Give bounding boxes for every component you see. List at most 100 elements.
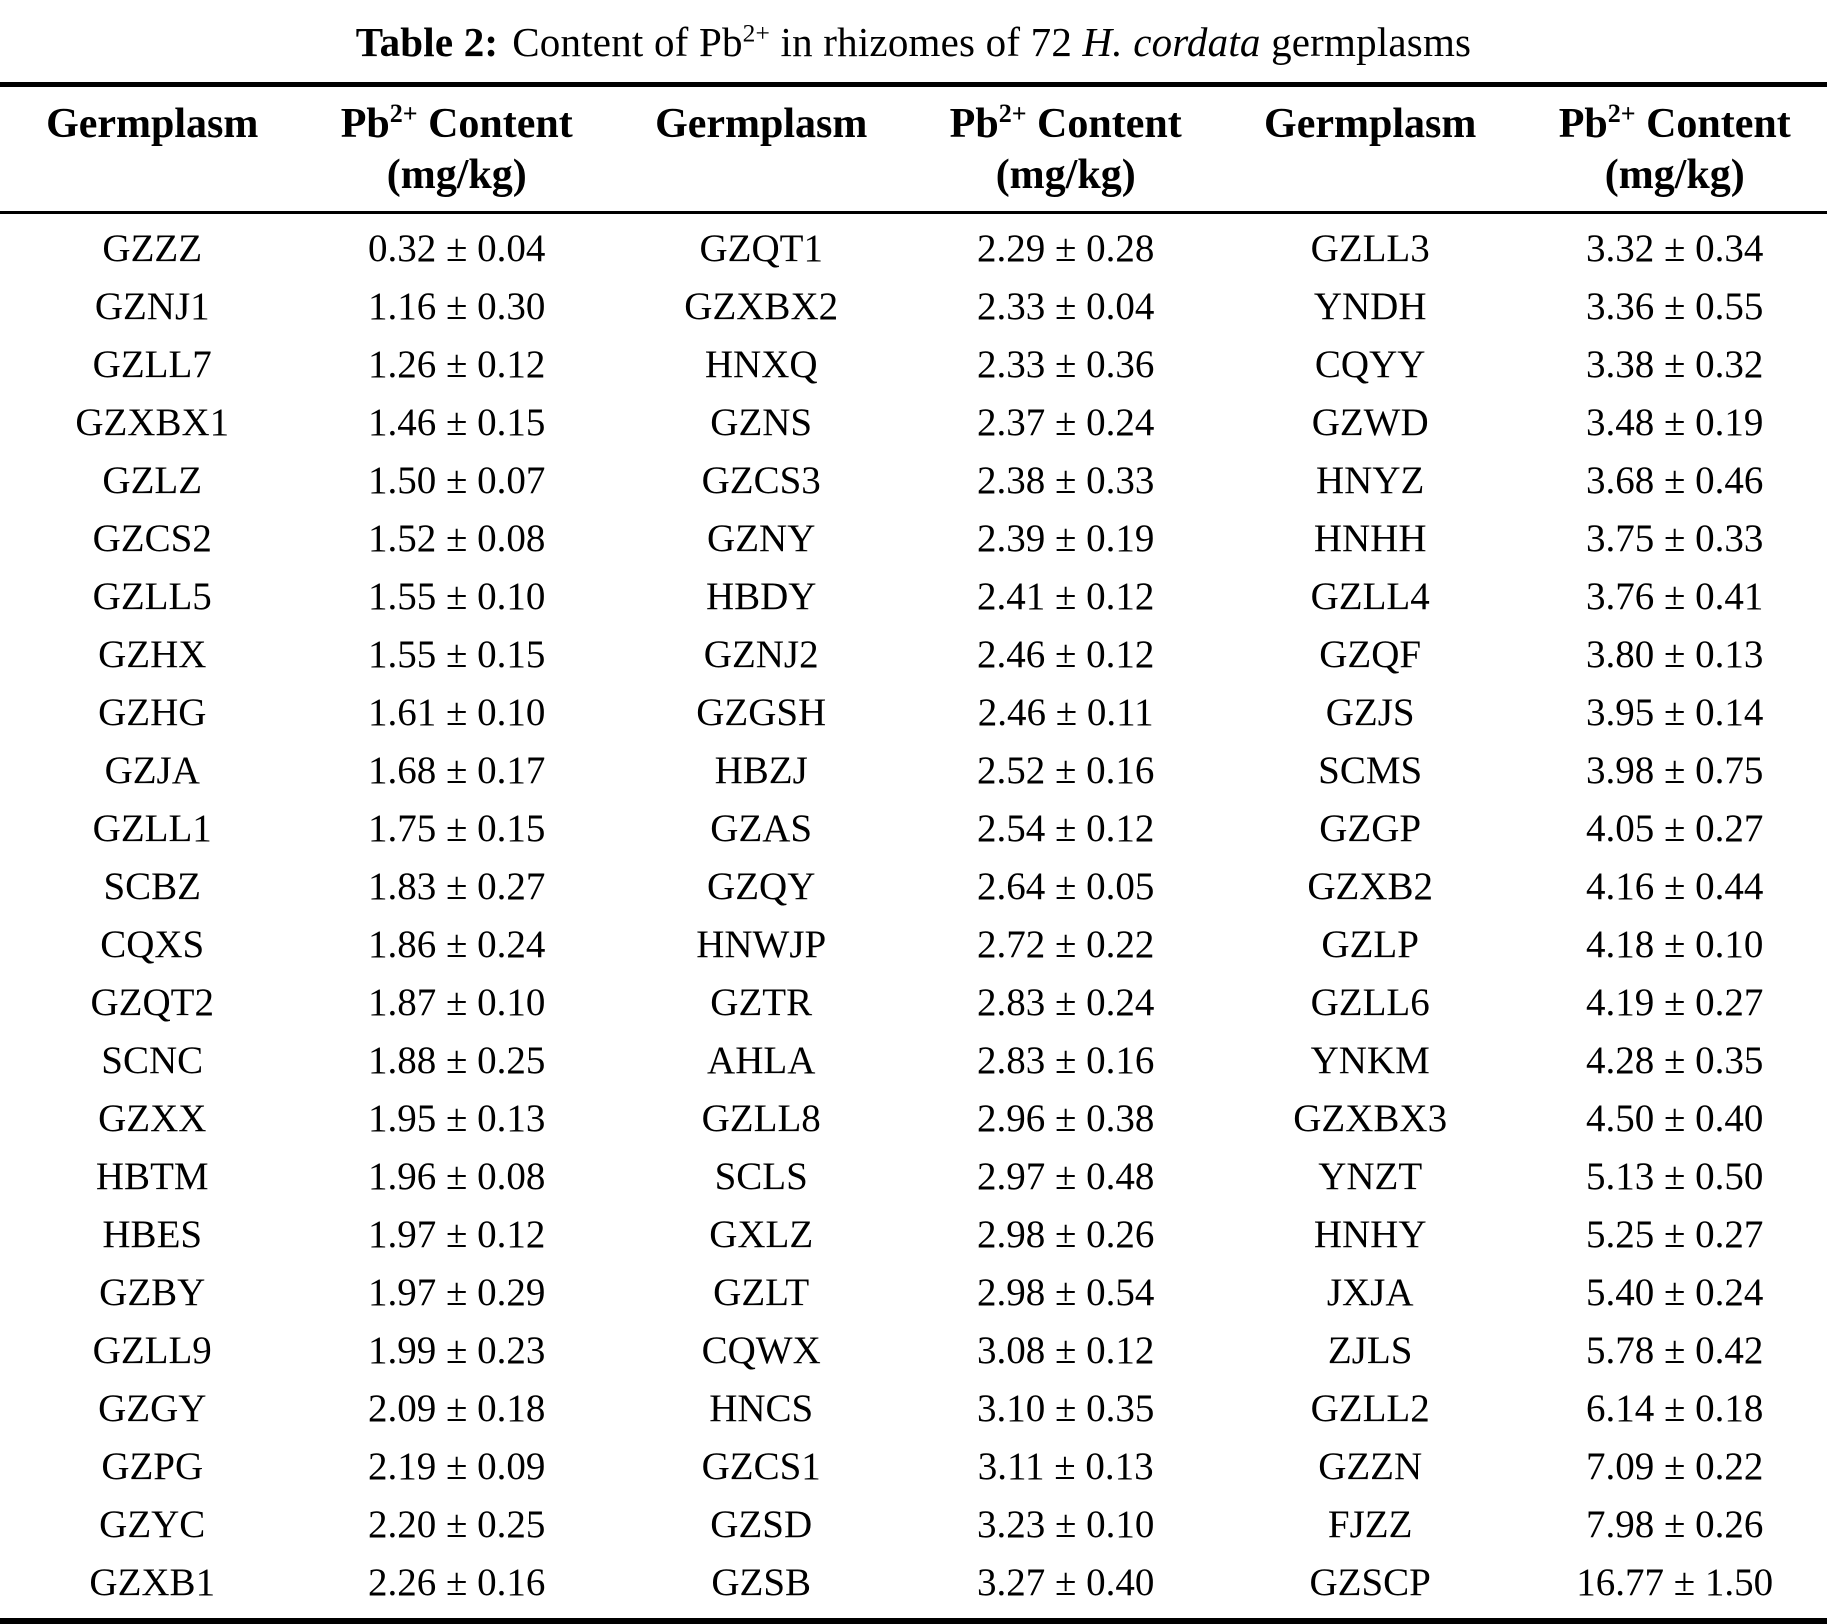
content-cell: 5.40 ± 0.24: [1586, 1271, 1764, 1315]
content-cell: 6.14 ± 0.18: [1586, 1387, 1764, 1431]
germplasm-cell: GZLL5: [92, 575, 212, 619]
germplasm-cell: GZPG: [101, 1445, 204, 1489]
germplasm-cell: GZCS1: [701, 1445, 821, 1489]
germplasm-cell: GZWD: [1311, 401, 1429, 445]
content-cell: 1.26 ± 0.12: [368, 343, 546, 387]
table-row: GZXX 1.95 ± 0.13 GZLL8 2.96 ± 0.38 GZXBX3 4.5…: [0, 1090, 1827, 1148]
germplasm-cell: GZLT: [713, 1271, 810, 1315]
germplasm-cell: GZTR: [710, 981, 813, 1025]
germplasm-cell: HNXQ: [704, 343, 818, 387]
germplasm-cell: GZLL3: [1310, 227, 1430, 271]
germplasm-header-2: Germplasm: [655, 101, 868, 147]
germplasm-table: Germplasm Pb2+ Content (mg/kg) Germplasm…: [0, 82, 1827, 1624]
germplasm-cell: GZQT2: [90, 981, 214, 1025]
table-row: GZJA 1.68 ± 0.17 HBZJ 2.52 ± 0.16 SCMS 3.98 ±…: [0, 742, 1827, 800]
title-segment-2: in rhizomes of 72: [770, 19, 1083, 65]
content-header-line1: Pb2+ Content: [1522, 99, 1827, 150]
table-row: GZPG 2.19 ± 0.09 GZCS1 3.11 ± 0.13 GZZN 7.09 …: [0, 1438, 1827, 1496]
germplasm-cell: FJZZ: [1327, 1503, 1413, 1547]
table-row: GZGY 2.09 ± 0.18 HNCS 3.10 ± 0.35 GZLL2 6.14 …: [0, 1380, 1827, 1438]
content-cell: 2.98 ± 0.54: [976, 1271, 1155, 1315]
content-cell: 2.09 ± 0.18: [368, 1387, 546, 1431]
content-cell: 2.26 ± 0.16: [368, 1561, 546, 1605]
germplasm-cell: GZZN: [1318, 1445, 1423, 1489]
content-cell: 2.52 ± 0.16: [976, 749, 1155, 793]
content-cell: 2.97 ± 0.48: [976, 1155, 1155, 1199]
table-title-label: Table 2:: [355, 19, 499, 65]
germplasm-cell: HBZJ: [714, 749, 808, 793]
table-row: GZHG 1.61 ± 0.10 GZGSH 2.46 ± 0.11 GZJS 3.95 …: [0, 684, 1827, 742]
content-cell: 4.19 ± 0.27: [1586, 981, 1764, 1025]
content-cell: 2.33 ± 0.36: [976, 343, 1155, 387]
content-cell: 1.86 ± 0.24: [368, 923, 546, 967]
content-cell: 1.96 ± 0.08: [368, 1155, 546, 1199]
germplasm-cell: YNZT: [1318, 1155, 1423, 1199]
germplasm-cell: GZQT1: [699, 227, 823, 271]
content-cell: 7.98 ± 0.26: [1586, 1503, 1764, 1547]
germplasm-cell: GZAS: [710, 807, 813, 851]
table-row: HBES 1.97 ± 0.12 GXLZ 2.98 ± 0.26 HNHY 5.25 ±…: [0, 1206, 1827, 1264]
content-cell: 1.46 ± 0.15: [368, 401, 546, 445]
content-cell: 2.38 ± 0.33: [976, 459, 1155, 503]
table-row: GZYC 2.20 ± 0.25 GZSD 3.23 ± 0.10 FJZZ 7.98 ±…: [0, 1496, 1827, 1554]
content-cell: 7.09 ± 0.22: [1586, 1445, 1764, 1489]
content-header-line1: Pb2+ Content: [304, 99, 608, 150]
germplasm-cell: GZQY: [707, 865, 816, 909]
content-header-2: Pb2+ Content (mg/kg): [913, 85, 1217, 213]
content-cell: 3.10 ± 0.35: [976, 1387, 1155, 1431]
germplasm-cell: GZXB2: [1307, 865, 1434, 909]
content-cell: 2.83 ± 0.16: [976, 1039, 1155, 1083]
content-cell: 0.32 ± 0.04: [368, 227, 546, 271]
header-row: Germplasm Pb2+ Content (mg/kg) Germplasm…: [0, 85, 1827, 213]
table-row: GZZZ 0.32 ± 0.04 GZQT1 2.29 ± 0.28 GZLL3 3.32…: [0, 213, 1827, 279]
content-cell: 2.29 ± 0.28: [976, 227, 1155, 271]
content-cell: 2.98 ± 0.26: [976, 1213, 1155, 1257]
content-cell: 2.72 ± 0.22: [976, 923, 1155, 967]
germplasm-cell: GZHX: [98, 633, 207, 677]
content-cell: 5.78 ± 0.42: [1586, 1329, 1764, 1373]
content-cell: 4.05 ± 0.27: [1586, 807, 1764, 851]
content-cell: 3.36 ± 0.55: [1586, 285, 1764, 329]
germplasm-cell: GZXBX2: [684, 285, 839, 329]
germplasm-cell: JXJA: [1326, 1271, 1414, 1315]
germplasm-cell: SCLS: [714, 1155, 808, 1199]
table-row: GZXB1 2.26 ± 0.16 GZSB 3.27 ± 0.40 GZSCP 16.7…: [0, 1554, 1827, 1621]
table-row: SCBZ 1.83 ± 0.27 GZQY 2.64 ± 0.05 GZXB2 4.16 …: [0, 858, 1827, 916]
content-header-base: Pb: [1558, 101, 1608, 147]
table-row: GZLL9 1.99 ± 0.23 CQWX 3.08 ± 0.12 ZJLS 5.78 …: [0, 1322, 1827, 1380]
content-header-sup: 2+: [389, 99, 418, 128]
content-header-base: Pb: [340, 101, 390, 147]
germplasm-cell: HNCS: [709, 1387, 814, 1431]
germplasm-cell: GZXBX1: [75, 401, 230, 445]
content-header-sup: 2+: [998, 99, 1027, 128]
germplasm-cell: SCNC: [101, 1039, 204, 1083]
content-cell: 5.25 ± 0.27: [1586, 1213, 1764, 1257]
germplasm-cell: GZCS2: [92, 517, 212, 561]
content-cell: 3.27 ± 0.40: [976, 1561, 1155, 1605]
content-header-base: Pb: [949, 101, 999, 147]
content-cell: 2.96 ± 0.38: [976, 1097, 1155, 1141]
content-cell: 2.54 ± 0.12: [976, 807, 1155, 851]
content-cell: 1.97 ± 0.29: [368, 1271, 546, 1315]
germplasm-cell: GZNY: [707, 517, 816, 561]
germplasm-cell: HNYZ: [1316, 459, 1425, 503]
germplasm-cell: HNWJP: [696, 923, 827, 967]
content-cell: 1.88 ± 0.25: [368, 1039, 546, 1083]
germplasm-cell: GZSB: [711, 1561, 812, 1605]
germplasm-cell: GZZZ: [102, 227, 203, 271]
germplasm-cell: SCBZ: [103, 865, 202, 909]
content-header-1: Pb2+ Content (mg/kg): [304, 85, 608, 213]
table-row: SCNC 1.88 ± 0.25 AHLA 2.83 ± 0.16 YNKM 4.28 ±…: [0, 1032, 1827, 1090]
content-cell: 3.95 ± 0.14: [1586, 691, 1764, 735]
germplasm-cell: GZLZ: [102, 459, 203, 503]
table-row: CQXS 1.86 ± 0.24 HNWJP 2.72 ± 0.22 GZLP 4.18 …: [0, 916, 1827, 974]
germplasm-cell: GZYC: [99, 1503, 206, 1547]
germplasm-cell: YNDH: [1313, 285, 1427, 329]
content-cell: 1.68 ± 0.17: [368, 749, 546, 793]
title-segment-1: Content of Pb: [512, 19, 743, 65]
germplasm-cell: GZXBX3: [1293, 1097, 1448, 1141]
germplasm-cell: GZGP: [1319, 807, 1422, 851]
germplasm-cell: HBTM: [95, 1155, 209, 1199]
table-row: GZXBX1 1.46 ± 0.15 GZNS 2.37 ± 0.24 GZWD 3.48…: [0, 394, 1827, 452]
